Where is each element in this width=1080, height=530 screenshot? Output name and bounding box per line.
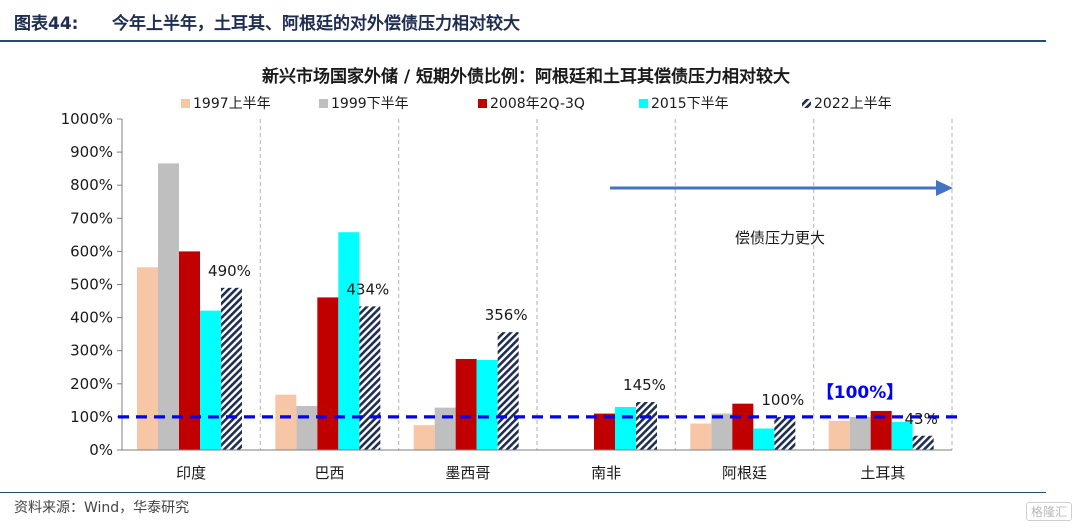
bar [828, 420, 850, 450]
bar [912, 435, 934, 450]
figure-title: 今年上半年，土耳其、阿根廷的对外偿债压力相对较大 [112, 14, 520, 34]
bar [275, 394, 297, 450]
y-tick-label: 600% [70, 242, 113, 260]
data-label: 100% [761, 391, 804, 409]
bar [413, 425, 435, 450]
x-tick-label: 巴西 [314, 464, 344, 482]
source-note: 资料来源：Wind，华泰研究 [14, 500, 190, 516]
pressure-arrow-head [936, 180, 953, 196]
bar [434, 407, 456, 450]
x-tick-label: 南非 [591, 464, 621, 482]
y-tick-label: 400% [70, 309, 113, 327]
y-tick-label: 0% [89, 441, 113, 459]
y-tick-label: 300% [70, 342, 113, 360]
bar [690, 423, 712, 450]
bar [753, 428, 775, 450]
data-label: 356% [485, 306, 528, 324]
bar [636, 402, 657, 450]
y-tick-label: 200% [70, 375, 113, 393]
bar [137, 267, 158, 450]
bar [891, 421, 913, 450]
bar [338, 232, 360, 450]
data-label: 145% [623, 376, 666, 394]
bar [849, 416, 871, 450]
figure-number: 图表44: [14, 14, 79, 34]
highlight-label: 【100%】 [817, 382, 904, 403]
watermark: 格隆汇 [1025, 502, 1072, 521]
legend-swatch [802, 99, 811, 108]
legend-label: 1997上半年 [193, 96, 271, 112]
bar [158, 163, 179, 450]
y-axis: 0% 100% 200% 300% 400% 500% 600% 700% 800% 900% 10… [61, 110, 123, 459]
legend-label: 2008年2Q-3Q [490, 96, 585, 112]
bar [711, 413, 733, 450]
bar [594, 413, 615, 450]
figure-header: 图表44: 今年上半年，土耳其、阿根廷的对外偿债压力相对较大 [0, 0, 1046, 42]
bar [296, 405, 318, 450]
bar [497, 332, 519, 450]
data-label: 490% [208, 262, 251, 280]
x-tick-label: 印度 [176, 464, 206, 482]
bar [359, 306, 381, 450]
legend: 1997上半年 1999下半年 2008年2Q-3Q 2015下半年 2022上半年 [181, 96, 892, 112]
legend-swatch [181, 99, 190, 108]
y-tick-label: 1000% [61, 110, 113, 128]
annotations: 偿债压力更大【100%】 [610, 180, 953, 403]
x-tick-label: 墨西哥 [445, 464, 490, 482]
bars [137, 163, 934, 450]
legend-label: 1999下半年 [331, 96, 409, 112]
bar [774, 416, 796, 450]
bar [870, 410, 892, 450]
arrow-annotation: 偿债压力更大 [735, 229, 825, 247]
bar [732, 403, 754, 450]
bar [200, 310, 221, 450]
bar [179, 251, 200, 450]
x-axis: 印度 巴西 墨西哥 南非 阿根廷 土耳其 [122, 449, 952, 482]
chart-title: 新兴市场国家外储 / 短期外债比例：阿根廷和土耳其偿债压力相对较大 [262, 66, 790, 87]
legend-label: 2022上半年 [814, 96, 892, 112]
y-tick-label: 500% [70, 276, 113, 294]
legend-swatch [478, 99, 487, 108]
bar [455, 358, 477, 450]
bar [317, 297, 339, 450]
legend-swatch [639, 99, 648, 108]
legend-swatch [319, 99, 328, 108]
x-tick-label: 土耳其 [860, 464, 905, 482]
legend-label: 2015下半年 [651, 96, 729, 112]
data-label: 43% [904, 410, 937, 428]
bar [615, 406, 636, 450]
y-tick-label: 100% [70, 408, 113, 426]
y-tick-label: 900% [70, 143, 113, 161]
data-label: 434% [346, 280, 389, 298]
y-tick-label: 700% [70, 209, 113, 227]
bar [476, 359, 498, 450]
data-labels: 490% 434% 356% 145% 100% 43% [208, 262, 938, 428]
y-tick-label: 800% [70, 176, 113, 194]
figure-footer-rule [0, 492, 1046, 493]
category-separators [259, 119, 953, 450]
x-tick-label: 阿根廷 [722, 464, 767, 482]
bar [221, 287, 242, 450]
